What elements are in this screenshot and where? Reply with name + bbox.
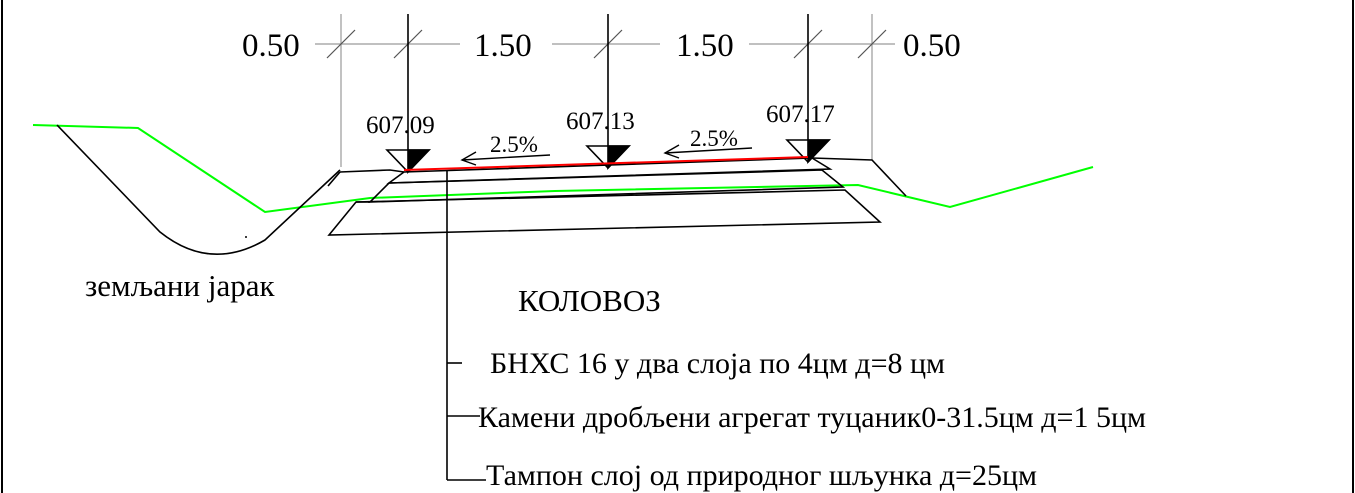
slope-label-right: 2.5%: [690, 126, 738, 151]
elevation-label-right: 607.17: [766, 101, 835, 128]
gravel-subbase-layer: [327, 189, 883, 236]
pavement-top-line: [403, 156, 809, 171]
slope-label-left: 2.5%: [490, 132, 538, 157]
earth-ditch: [56, 124, 341, 256]
section-title: КОЛОВОЗ: [518, 283, 661, 318]
terrain-line: [32, 124, 1094, 214]
elevation-triangle-right-fill: [807, 139, 831, 164]
slope-arrows: [460, 144, 753, 166]
layer-label-gravel: Тампон слој од природног шљунка д=25цм: [486, 459, 1037, 492]
dimension-label-1: 0.50: [242, 28, 300, 64]
layer-label-crushed-stone: Камени дробљени агрегат туцаник0-31.5цм …: [478, 401, 1146, 434]
dimension-chain: [315, 14, 895, 167]
dimension-label-2: 1.50: [474, 28, 532, 64]
elevation-label-center: 607.13: [566, 108, 635, 135]
left-shoulder: [339, 169, 405, 173]
layer-leader: [446, 171, 486, 481]
elevation-triangle-left-fill: [407, 149, 431, 174]
road-structure: [327, 157, 907, 236]
elevation-label-left: 607.09: [366, 112, 435, 139]
crushed-stone-layer: [368, 169, 846, 203]
elevation-triangles: [385, 139, 831, 174]
dimension-label-4: 0.50: [903, 28, 961, 64]
dimension-label-3: 1.50: [676, 28, 734, 64]
right-shoulder: [811, 157, 907, 197]
left-embankment: [327, 171, 341, 187]
ditch-dot: [245, 236, 247, 238]
asphalt-layer: [386, 157, 833, 184]
layer-label-asphalt: БНХС 16 у два слоја по 4цм д=8 цм: [490, 347, 945, 380]
ditch-label: земљани јарак: [85, 268, 275, 303]
elevation-marker-lines: [407, 14, 809, 169]
